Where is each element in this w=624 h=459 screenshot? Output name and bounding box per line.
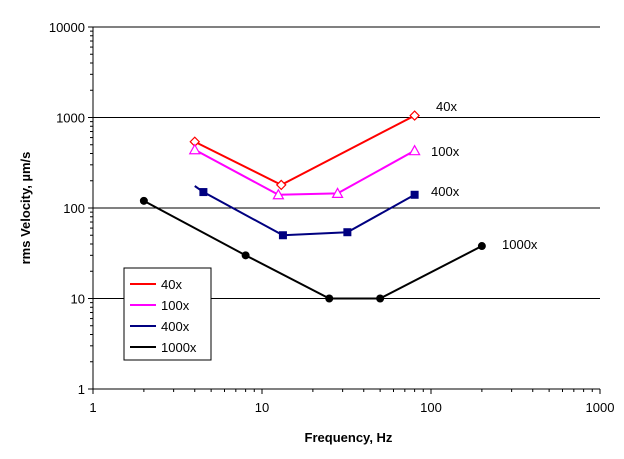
data-point-400x-3 [410, 190, 419, 199]
series-40x [189, 110, 420, 191]
data-point-1000x-1 [241, 251, 250, 260]
y-tick-label-100: 100 [63, 201, 85, 216]
data-point-100x-0 [188, 143, 201, 155]
series-end-label-1000x: 1000x [502, 237, 538, 252]
data-point-1000x-0 [139, 196, 148, 205]
y-tick-label-1000: 1000 [56, 111, 85, 126]
legend: 40x 100x 400x 1000x [123, 267, 212, 361]
y-tick-label-10: 10 [71, 292, 85, 307]
series-layer [139, 110, 486, 303]
series-end-label-100x: 100x [431, 144, 460, 159]
series-1000x [139, 196, 486, 303]
series-100x [188, 143, 421, 200]
legend-label-40x: 40x [161, 277, 182, 292]
series-line-40x [194, 114, 416, 187]
series-line-100x [194, 148, 416, 196]
ticks-layer: 1 10 100 1000 10000 1 10 100 1000 [49, 20, 615, 415]
data-point-400x-0 [199, 188, 208, 197]
data-point-100x-3 [408, 144, 421, 156]
x-tick-label-1: 1 [89, 400, 96, 415]
y-axis-title: rms Velocity, µm/s [18, 152, 33, 265]
data-point-400x-2 [343, 228, 352, 237]
series-400x [194, 185, 419, 240]
legend-label-1000x: 1000x [161, 340, 197, 355]
series-end-label-40x: 40x [436, 99, 457, 114]
x-tick-label-1000: 1000 [586, 400, 615, 415]
data-point-100x-2 [331, 187, 344, 198]
data-point-1000x-4 [477, 242, 486, 251]
y-tick-label-10000: 10000 [49, 20, 85, 35]
x-tick-label-10: 10 [255, 400, 269, 415]
x-axis-title: Frequency, Hz [305, 430, 393, 445]
grid-layer [93, 26, 600, 299]
data-point-100x-1 [272, 188, 285, 200]
data-point-40x-1 [275, 179, 287, 191]
data-point-400x-1 [278, 231, 287, 240]
x-tick-label-100: 100 [420, 400, 442, 415]
legend-label-100x: 100x [161, 298, 190, 313]
data-point-1000x-2 [325, 294, 334, 303]
series-end-label-400x: 400x [431, 184, 460, 199]
data-point-40x-2 [409, 110, 420, 121]
data-point-1000x-3 [376, 294, 385, 303]
legend-label-400x: 400x [161, 319, 190, 334]
y-tick-label-1: 1 [78, 382, 85, 397]
series-end-labels: 40x 100x 400x 1000x [431, 99, 538, 252]
